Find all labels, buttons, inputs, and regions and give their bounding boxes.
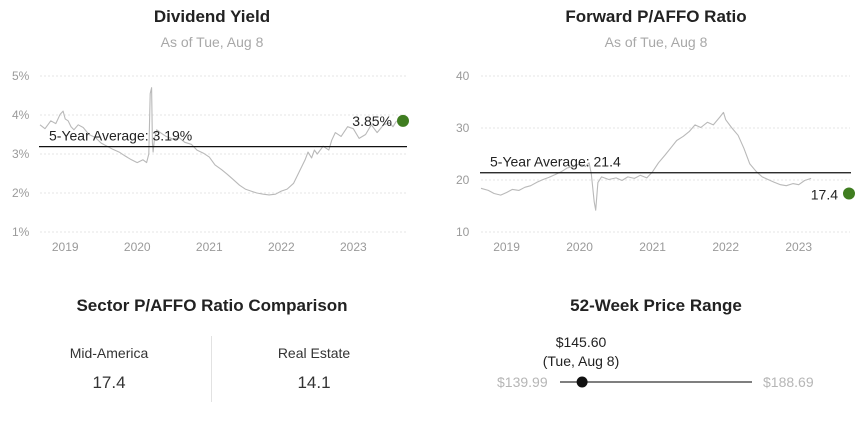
price-range-marker: [576, 376, 588, 388]
average-label: 5-Year Average: 3.19%: [49, 128, 192, 144]
series-line: [480, 111, 812, 211]
y-tick-label: 20: [456, 173, 470, 187]
sector-item-value-real-estate: 14.1: [297, 373, 331, 392]
sector-divider: [211, 336, 212, 402]
price-range-current-date: (Tue, Aug 8): [542, 353, 620, 369]
x-tick-label: 2021: [196, 240, 223, 254]
price-range-current-value: $145.60: [555, 334, 607, 350]
sector-item-label-real-estate: Real Estate: [277, 345, 351, 361]
y-tick-label: 2%: [12, 186, 30, 200]
y-tick-label: 30: [456, 121, 470, 135]
x-tick-label: 2021: [639, 240, 666, 254]
series-line: [39, 87, 398, 196]
x-tick-label: 2022: [268, 240, 295, 254]
y-tick-label: 40: [456, 69, 470, 83]
sector-item-label-mid-america: Mid-America: [69, 345, 149, 361]
price-range-title: 52-Week Price Range: [570, 296, 742, 315]
price-range-high: $188.69: [763, 374, 814, 390]
price-range-track: [560, 376, 752, 388]
x-tick-label: 2023: [785, 240, 812, 254]
sector-item-value-mid-america: 17.4: [92, 373, 126, 392]
average-label: 5-Year Average: 21.4: [490, 154, 621, 170]
sector-comparison-title: Sector P/AFFO Ratio Comparison: [76, 296, 348, 315]
price-range-low: $139.99: [497, 374, 548, 390]
y-tick-label: 5%: [12, 69, 30, 83]
x-tick-label: 2020: [124, 240, 151, 254]
y-tick-label: 3%: [12, 147, 30, 161]
dividend-yield-chart: 1% 2% 3% 4% 5% 2019 2020 2021 2022 2023 5-Year Ave…: [12, 69, 409, 254]
current-value-marker: [397, 114, 409, 127]
y-tick-label: 10: [456, 225, 470, 239]
current-value-marker: [843, 187, 855, 200]
dividend-yield-subtitle: As of Tue, Aug 8: [160, 34, 264, 50]
x-tick-label: 2019: [52, 240, 79, 254]
p-affo-chart: 10 20 30 40 2019 2020 2021 2022 2023 5-Year Avera…: [456, 69, 855, 254]
p-affo-title: Forward P/AFFO Ratio: [565, 7, 747, 26]
p-affo-subtitle: As of Tue, Aug 8: [604, 34, 708, 50]
x-tick-label: 2020: [566, 240, 593, 254]
y-tick-label: 1%: [12, 225, 30, 239]
current-value-label: 17.4: [811, 187, 838, 203]
x-tick-label: 2023: [340, 240, 367, 254]
current-value-label: 3.85%: [352, 113, 392, 129]
x-tick-label: 2019: [493, 240, 520, 254]
y-tick-label: 4%: [12, 108, 30, 122]
dividend-yield-title: Dividend Yield: [153, 7, 271, 26]
x-tick-label: 2022: [712, 240, 739, 254]
